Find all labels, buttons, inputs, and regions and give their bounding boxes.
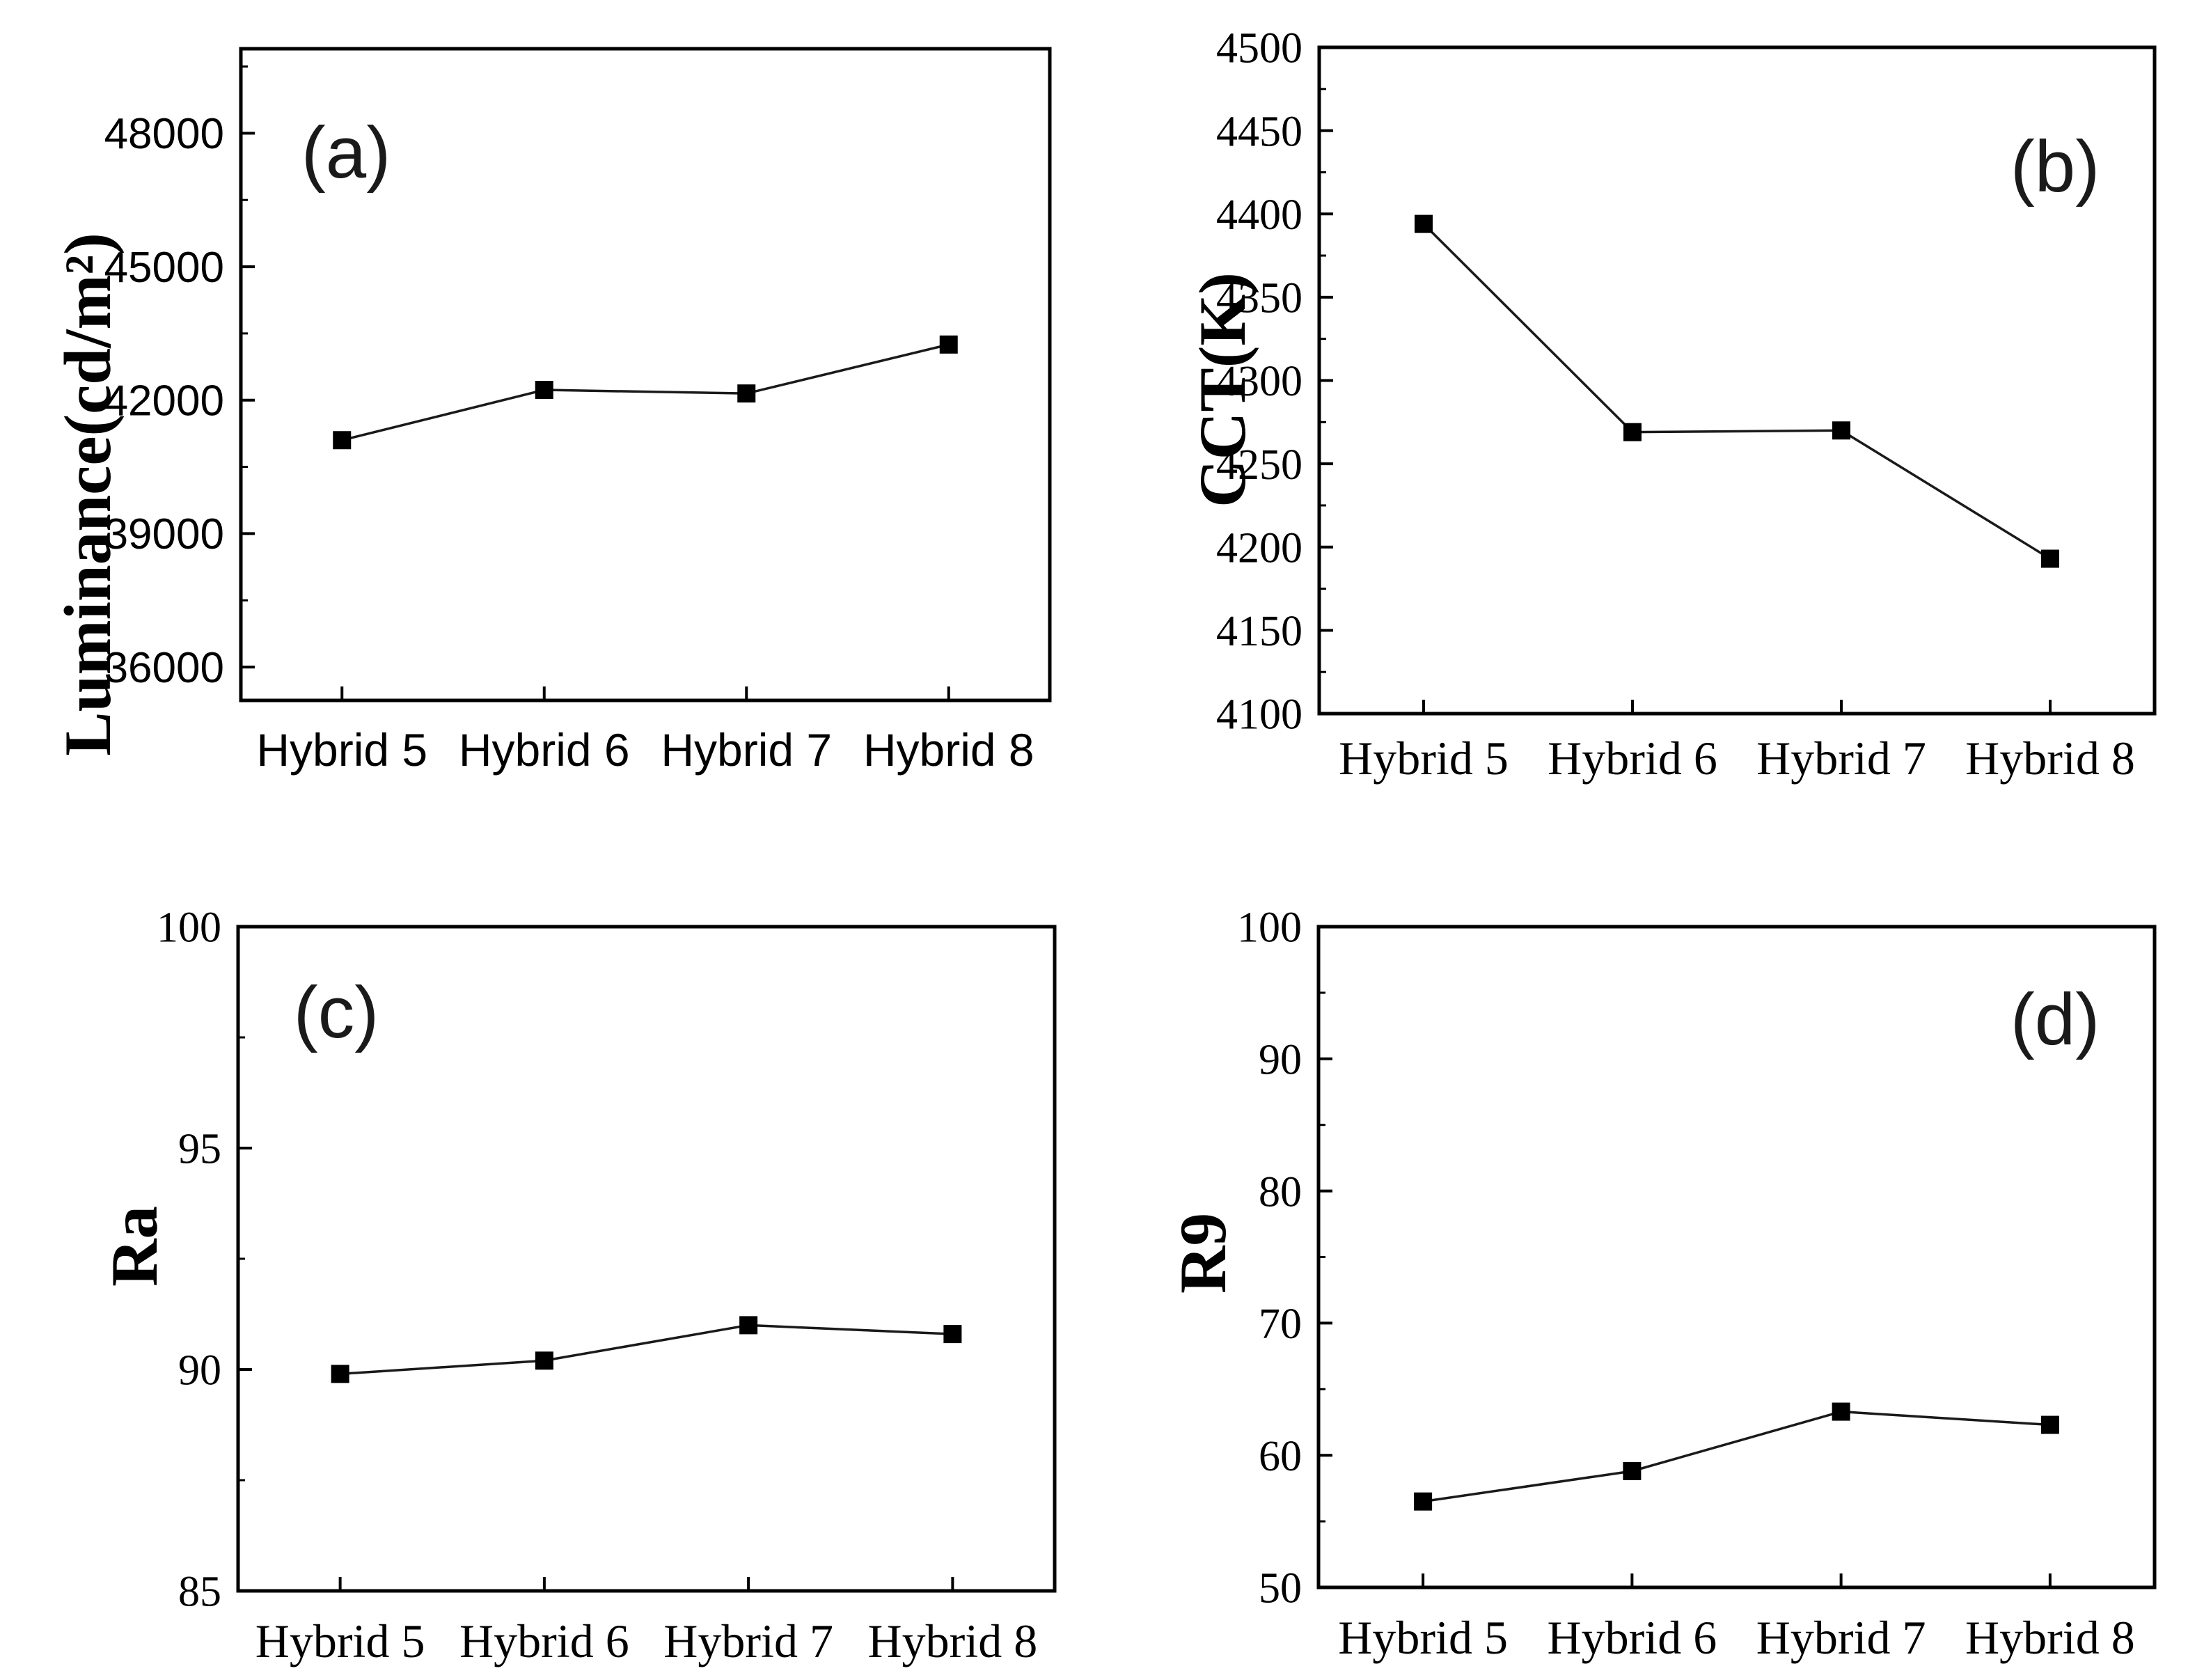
x-tick-label: Hybrid 8 [1965,1611,2135,1664]
data-point-d-1 [1414,1492,1433,1511]
data-point-b-3 [1832,421,1850,440]
data-line-a [341,343,950,441]
panel-b: 4100 4150 4200 4250 4300 4350 4400 4450 4500 Hybr… [1216,25,2157,785]
y-tick-label: 42000 [104,377,224,425]
panel-label-c: (c) [294,972,379,1053]
x-tick-label: Hybrid 5 [256,724,427,776]
x-tick-label: Hybrid 7 [1756,732,1926,785]
x-tick-label: Hybrid 6 [1548,1611,1717,1664]
data-point-c-2 [535,1351,553,1370]
y-tick-label: 4150 [1216,608,1302,655]
data-point-a-1 [333,431,352,450]
y-tick-label: 85 [178,1569,221,1616]
panel-a: 36000 39000 42000 45000 48000 Hybrid 5 Hybrid … [104,47,1052,776]
y-tick-label: 45000 [104,244,224,292]
y-tick-label: 60 [1259,1433,1302,1480]
y-tick-label: 39000 [104,510,224,558]
data-point-a-4 [939,335,958,354]
data-point-c-3 [739,1316,758,1335]
panels-group: 36000 39000 42000 45000 48000 Hybrid 5 Hybrid … [104,25,2157,1667]
x-tick-label: Hybrid 6 [459,1615,629,1667]
x-tick-label: Hybrid 7 [663,1615,833,1667]
x-tick-label: Hybrid 5 [255,1615,425,1667]
y-tick-label: 4300 [1216,358,1302,405]
y-axis-title-r9: R9 [1166,1213,1240,1294]
x-tick-label: Hybrid 5 [1338,1611,1508,1664]
data-line-d [1422,1410,2050,1503]
x-tick-label: Hybrid 8 [863,724,1034,776]
data-point-b-4 [2041,549,2059,568]
data-point-d-4 [2040,1415,2059,1434]
data-point-a-3 [737,384,756,403]
y-tick-label: 80 [1259,1168,1302,1216]
y-tick-label: 4350 [1216,275,1302,322]
panel-c: 85 90 95 100 Hybrid 5 Hybrid 6 Hybrid 7 Hybrid … [157,904,1057,1667]
data-point-c-1 [331,1365,349,1383]
y-tick-label: 4100 [1216,691,1302,739]
data-point-b-2 [1623,423,1642,441]
axis-box-a [239,47,1052,702]
x-tick-label: Hybrid 8 [1965,732,2135,785]
y-tick-label: 95 [178,1126,221,1173]
data-line-c [340,1324,953,1376]
y-tick-label: 4500 [1216,25,1302,72]
panel-label-b: (b) [2010,126,2100,207]
panel-label-d: (d) [2010,979,2100,1060]
y-tick-label: 4400 [1216,191,1302,239]
data-point-a-2 [535,381,553,400]
y-tick-label: 100 [1237,904,1302,952]
y-tick-label: 4250 [1216,441,1302,489]
x-tick-label: Hybrid 7 [1756,1611,1926,1664]
panel-d: 50 60 70 80 90 100 Hybrid 5 Hybrid 6 Hybrid 7 Hyb… [1237,904,2157,1664]
x-tick-label: Hybrid 6 [459,724,630,776]
y-tick-label: 36000 [104,644,224,692]
y-tick-label: 48000 [104,110,224,158]
x-tick-label: Hybrid 7 [661,724,832,776]
y-tick-label: 90 [1259,1037,1302,1084]
y-tick-label: 100 [157,904,221,952]
y-axis-title-ra: Ra [97,1206,171,1287]
data-point-d-2 [1623,1461,1642,1480]
x-tick-label: Hybrid 5 [1339,732,1509,785]
y-axis-title-cct: CCT(K) [1186,272,1259,508]
y-tick-label: 4200 [1216,524,1302,572]
data-line-b [1422,223,2051,560]
x-tick-label: Hybrid 6 [1548,732,1717,785]
y-tick-label: 90 [178,1347,221,1395]
y-tick-label: 4450 [1216,108,1302,155]
data-point-d-3 [1832,1402,1850,1421]
data-point-c-4 [943,1325,962,1344]
data-point-b-1 [1415,214,1433,233]
y-tick-label: 50 [1259,1565,1302,1612]
y-axis-title-luminance: Luminance(cd/m²) [51,233,125,756]
x-tick-label: Hybrid 8 [868,1615,1038,1667]
y-tick-label: 70 [1259,1301,1302,1348]
panel-label-a: (a) [301,112,391,194]
